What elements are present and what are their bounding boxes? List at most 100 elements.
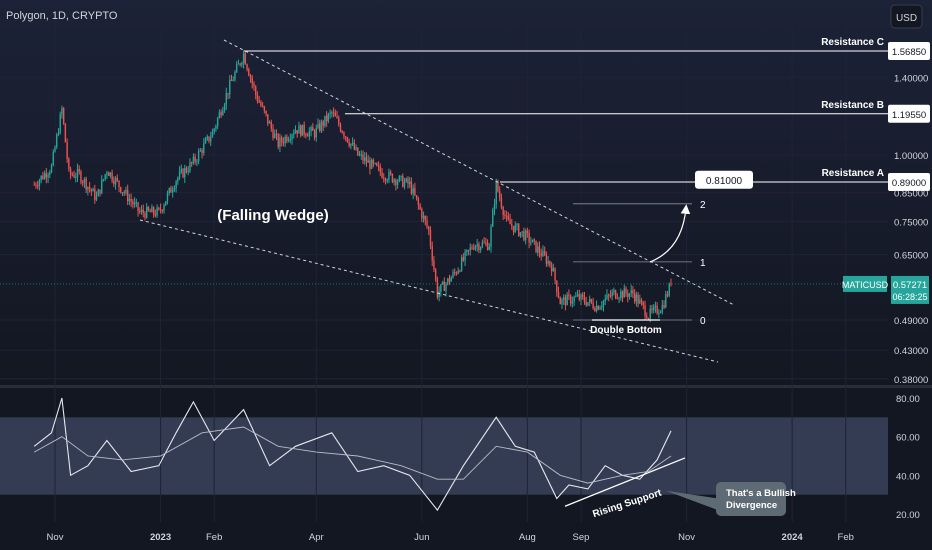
candle-body (483, 242, 485, 244)
candle-body (158, 207, 160, 209)
candle-body (566, 294, 568, 306)
candle-body (379, 166, 381, 173)
resistance-label: Resistance B (821, 100, 884, 111)
candle-body (258, 101, 260, 103)
candle-body (495, 180, 497, 205)
candle-body (376, 163, 378, 166)
x-tick-label: Nov (678, 532, 695, 543)
candle-body (102, 179, 105, 181)
candle-body (49, 172, 51, 175)
candle-body (646, 316, 648, 319)
candle-body (94, 188, 96, 200)
candle-body (275, 133, 278, 135)
candle-body (194, 156, 196, 162)
candle-body (343, 132, 345, 137)
candle-body (348, 141, 350, 146)
candle-body (640, 299, 643, 303)
pane-separator[interactable] (0, 385, 932, 388)
candle-body (106, 172, 108, 175)
candle-body (433, 260, 435, 270)
candle-body (293, 133, 295, 135)
candle-body (291, 134, 293, 140)
candle-body (616, 298, 619, 300)
candle-body (197, 151, 200, 162)
currency-button[interactable] (890, 4, 923, 29)
rsi-y-tick-label: 80.00 (896, 394, 920, 405)
candle-body (107, 172, 110, 176)
candle-body (199, 150, 202, 152)
candle-body (99, 189, 101, 194)
candle-body (621, 291, 624, 298)
candle-body (152, 207, 155, 214)
candle-body (462, 257, 465, 261)
candle-body (213, 128, 215, 132)
candle-body (211, 131, 214, 138)
candle-body (644, 305, 646, 317)
candle-body (192, 156, 195, 163)
fib-level-label: 0 (700, 316, 706, 327)
target-label: 0.81000 (706, 176, 743, 187)
candle-body (249, 75, 252, 78)
candle-body (639, 299, 641, 304)
candle-body (57, 133, 60, 135)
candle-body (114, 178, 117, 185)
candle-body (606, 294, 608, 299)
candle-body (175, 181, 177, 189)
candle-body (92, 188, 94, 192)
candle-body (445, 283, 447, 291)
candle-body (393, 179, 395, 183)
candle-body (507, 216, 510, 220)
candle-body (563, 297, 565, 300)
candle-body (490, 226, 492, 248)
candle-body (434, 269, 437, 280)
candle-body (331, 112, 333, 114)
candle-body (613, 290, 615, 293)
candle-body (140, 209, 143, 212)
candle-body (502, 207, 504, 215)
candle-body (412, 188, 414, 194)
candle-body (61, 107, 63, 115)
candle-body (301, 124, 304, 136)
candle-body (500, 197, 503, 208)
x-tick-label: Nov (47, 532, 64, 543)
candle-body (670, 283, 672, 285)
last-price-badge (891, 275, 929, 304)
candle-body (597, 305, 600, 310)
candle-body (87, 186, 89, 190)
candle-body (289, 139, 292, 141)
candle-body (569, 295, 572, 304)
candle-body (73, 174, 75, 178)
ticker-badge (843, 275, 887, 292)
candle-body (516, 224, 518, 226)
projection-arrow (649, 204, 691, 263)
rsi-y-tick-label: 40.00 (896, 471, 920, 482)
y-tick-label: 0.85000 (894, 189, 928, 200)
candle-body (242, 53, 245, 63)
candle-body (255, 86, 257, 95)
candle-body (576, 294, 579, 297)
candle-body (410, 181, 413, 194)
candle-body (374, 163, 376, 165)
y-tick-label: 0.75000 (894, 218, 928, 229)
candle-body (322, 121, 324, 126)
candle-body (346, 137, 349, 142)
candle-body (277, 134, 279, 147)
candle-body (163, 205, 165, 211)
countdown-label: 06:28:25 (892, 292, 927, 302)
candle-body (147, 206, 150, 211)
candle-body (324, 115, 326, 126)
candle-body (132, 201, 134, 205)
candle-body (618, 297, 620, 299)
candle-body (71, 174, 74, 176)
candle-body (338, 118, 340, 125)
candle-body (227, 93, 229, 95)
candle-body (575, 296, 577, 298)
candle-body (104, 174, 106, 180)
candle-body (497, 180, 499, 192)
rsi-y-tick-label: 20.00 (896, 510, 920, 521)
candle-body (476, 244, 478, 246)
candle-body (441, 281, 444, 285)
price-level-badge (888, 42, 930, 60)
candle-body (137, 202, 139, 211)
